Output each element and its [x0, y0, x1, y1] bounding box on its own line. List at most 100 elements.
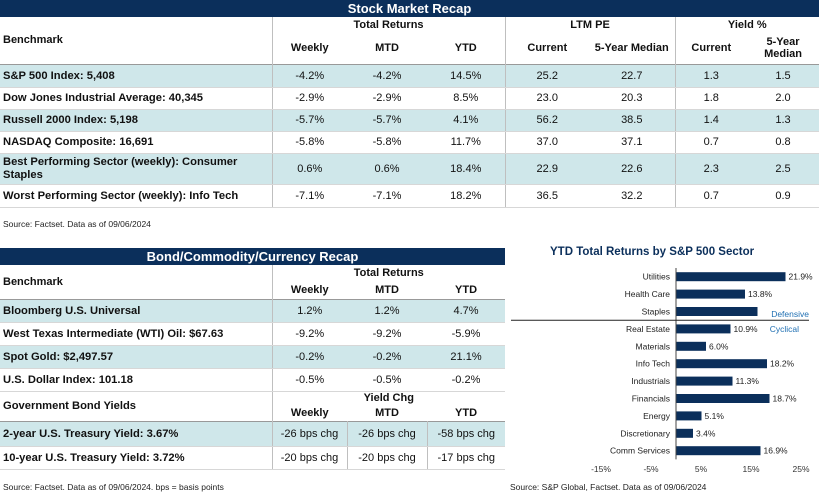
cell: 1.3 [747, 109, 819, 132]
row-name: 10-year U.S. Treasury Yield: 3.72% [0, 446, 272, 470]
chart-source-note: Source: S&P Global, Factset. Data as of … [510, 482, 707, 492]
cell: -0.2% [271, 345, 347, 369]
cell: -20 bps chg [346, 446, 427, 470]
cell: 22.6 [589, 153, 676, 185]
table-row: Bloomberg U.S. Universal 1.2% 1.2% 4.7% [0, 299, 506, 323]
row-name: 2-year U.S. Treasury Yield: 3.67% [0, 421, 272, 447]
cell: -5.8% [271, 131, 347, 154]
cell: 25.2 [504, 64, 590, 88]
bar [676, 359, 767, 369]
yield-chg-group-header: Yield Chg [271, 391, 506, 405]
category-label: Financials [632, 394, 670, 404]
bar [676, 272, 786, 282]
cell: 2.5 [747, 153, 819, 185]
category-label: Materials [636, 341, 670, 351]
data-label: 18.2% [770, 359, 795, 369]
cell: 0.6% [271, 153, 347, 185]
table-row: 10-year U.S. Treasury Yield: 3.72% -20 b… [0, 446, 506, 470]
table-row: NASDAQ Composite: 16,691 -5.8% -5.8% 11.… [0, 131, 819, 154]
bar [676, 428, 693, 438]
cell: 36.5 [504, 184, 590, 208]
bar [676, 307, 758, 316]
table-row: Russell 2000 Index: 5,198 -5.7% -5.7% 4.… [0, 109, 819, 132]
col-pe-current: Current [504, 33, 590, 64]
cell: 0.7 [674, 184, 748, 208]
cell: 37.1 [589, 131, 676, 154]
bond-col-ytd: YTD [455, 283, 478, 296]
cell: -7.1% [347, 184, 427, 208]
bar [676, 446, 761, 456]
cell: 0.7 [674, 131, 748, 154]
cell: -5.7% [347, 109, 427, 132]
col-yield-current: Current [674, 33, 748, 64]
row-name: Russell 2000 Index: 5,198 [0, 109, 272, 132]
row-name: S&P 500 Index: 5,408 [0, 64, 272, 88]
x-tick-label: 5% [695, 464, 708, 474]
data-label: 21.9% [789, 272, 814, 282]
x-tick-label: -15% [591, 464, 611, 474]
cell: 14.5% [427, 64, 506, 88]
x-tick-label: 25% [792, 464, 809, 474]
cell: 56.2 [504, 109, 590, 132]
bond-total-returns-header: Total Returns [271, 265, 506, 281]
category-label: Comm Services [610, 446, 670, 456]
cell: -17 bps chg [426, 446, 506, 470]
cell: 4.1% [427, 109, 506, 132]
cell: 32.2 [589, 184, 676, 208]
chart-title: YTD Total Returns by S&P 500 Sector [550, 246, 755, 258]
cell: -7.1% [271, 184, 347, 208]
cell: 1.2% [271, 299, 347, 323]
cell: 18.2% [427, 184, 506, 208]
table-row: S&P 500 Index: 5,408 -4.2% -4.2% 14.5% 2… [0, 64, 819, 88]
bond-recap-title: Bond/Commodity/Currency Recap [0, 248, 505, 265]
bond-benchmark-header: Benchmark [3, 275, 63, 288]
cell: 21.1% [427, 345, 506, 369]
data-label: 18.7% [773, 394, 798, 404]
table-row: Best Performing Sector (weekly): Consume… [0, 153, 819, 185]
cell: 0.8 [747, 131, 819, 154]
row-name: Spot Gold: $2,497.57 [0, 345, 272, 369]
cell: 38.5 [589, 109, 676, 132]
bar [676, 341, 706, 351]
bar [676, 394, 770, 403]
cell: -20 bps chg [271, 446, 347, 470]
cell: -0.2% [427, 368, 506, 392]
bar [676, 324, 731, 334]
cell: -5.7% [271, 109, 347, 132]
row-name: Best Performing Sector (weekly): Consume… [0, 153, 272, 185]
cell: 2.3 [674, 153, 748, 185]
category-label: Energy [643, 411, 671, 421]
cell: 18.4% [427, 153, 506, 185]
gov-bond-header: Government Bond Yields [3, 400, 137, 412]
row-name: Bloomberg U.S. Universal [0, 299, 272, 323]
cell: -26 bps chg [346, 421, 427, 447]
cell: 0.6% [347, 153, 427, 185]
bar [676, 411, 702, 421]
data-label: 3.4% [696, 428, 716, 438]
cell: 22.9 [504, 153, 590, 185]
stock-source-note: Source: Factset. Data as of 09/06/2024 [3, 219, 151, 229]
stock-recap-table: Benchmark Total Returns LTM PE Yield % W… [0, 17, 819, 208]
cell: -0.5% [347, 368, 427, 392]
table-row: Dow Jones Industrial Average: 40,345 -2.… [0, 87, 819, 110]
cell: 1.2% [347, 299, 427, 323]
cell: 23.0 [504, 87, 590, 110]
row-name: Dow Jones Industrial Average: 40,345 [0, 87, 272, 110]
cell: -0.2% [347, 345, 427, 369]
bond-recap-table: Benchmark Total Returns Weekly MTD YTD B… [0, 265, 506, 470]
category-label: Staples [642, 307, 670, 317]
gov-col-mtd: MTD [375, 406, 399, 419]
category-label: Discretionary [620, 428, 670, 438]
cell: -4.2% [347, 64, 427, 88]
cell: -2.9% [271, 87, 347, 110]
cell: 1.5 [747, 64, 819, 88]
gov-col-weekly: Weekly [271, 405, 347, 421]
row-name: West Texas Intermediate (WTI) Oil: $67.6… [0, 322, 272, 346]
row-name: Worst Performing Sector (weekly): Info T… [0, 184, 272, 208]
stock-recap-title: Stock Market Recap [0, 0, 819, 17]
cell: -5.9% [427, 322, 506, 346]
bond-col-mtd: MTD [375, 283, 399, 296]
col-ytd: YTD [454, 42, 477, 55]
cell: 2.0 [747, 87, 819, 110]
bond-source-note: Source: Factset. Data as of 09/06/2024. … [3, 482, 224, 492]
